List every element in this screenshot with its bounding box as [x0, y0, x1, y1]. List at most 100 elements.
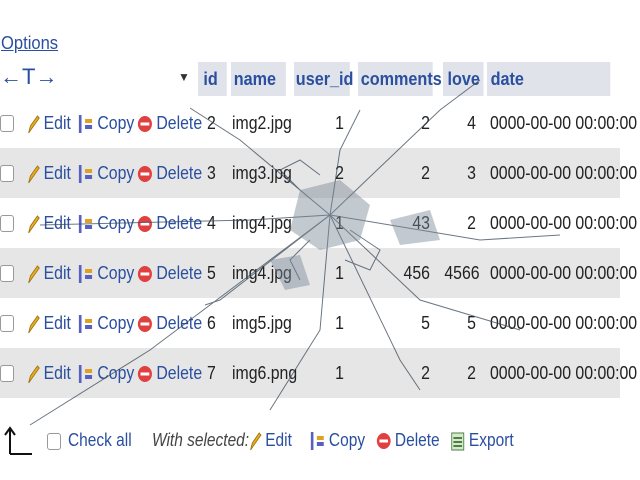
bulk-delete-button[interactable]: Delete [376, 420, 440, 460]
row-edit-label: Edit [43, 163, 71, 183]
check-all-checkbox[interactable] [47, 433, 61, 450]
cell-user-id: 1 [335, 113, 344, 133]
row-edit-label: Edit [43, 313, 71, 333]
pencil-icon [28, 165, 40, 184]
row-edit-button[interactable]: Edit [26, 198, 71, 248]
cell-name: img5.jpg [232, 313, 292, 333]
cell-love: 4 [467, 113, 476, 133]
check-all-link[interactable]: Check all [68, 430, 132, 450]
row-copy-button[interactable]: Copy [78, 348, 134, 398]
column-header-name[interactable]: name [231, 62, 286, 96]
arrow-up-left-icon [4, 426, 32, 455]
copy-icon [78, 165, 93, 184]
bulk-export-label: Export [468, 430, 514, 450]
with-selected-label: With selected: [152, 430, 250, 450]
row-edit-button[interactable]: Edit [26, 148, 71, 198]
cell-id: 3 [207, 163, 216, 183]
row-copy-button[interactable]: Copy [78, 198, 134, 248]
copy-icon [78, 215, 93, 234]
column-header-date[interactable]: date [487, 62, 611, 96]
column-header-id[interactable]: id [198, 62, 227, 96]
row-checkbox[interactable] [0, 265, 14, 282]
column-header-love[interactable]: love [443, 62, 484, 96]
row-copy-button[interactable]: Copy [78, 148, 134, 198]
bulk-export-button[interactable]: Export [450, 420, 514, 460]
cell-comments: 43 [412, 213, 430, 233]
table-row: Edit Copy Delete 2 img2.jpg 1 2 4 0000-00-00 00:… [0, 98, 637, 148]
row-edit-button[interactable]: Edit [26, 248, 71, 298]
sort-dropdown-icon[interactable]: ▼ [178, 70, 190, 84]
column-resize-arrows-icon[interactable]: ←T→ [0, 64, 58, 89]
column-header-user-id[interactable]: user_id [294, 62, 353, 96]
copy-icon [78, 115, 93, 134]
row-checkbox[interactable] [0, 215, 14, 232]
row-delete-button[interactable]: Delete [137, 248, 202, 298]
row-checkbox[interactable] [0, 315, 14, 332]
cell-id: 7 [207, 363, 216, 383]
row-delete-button[interactable]: Delete [137, 148, 202, 198]
cell-id: 5 [207, 263, 216, 283]
row-delete-button[interactable]: Delete [137, 298, 202, 348]
cell-date: 0000-00-00 00:00:00 [490, 363, 638, 383]
cell-love: 2 [467, 213, 476, 233]
bulk-copy-button[interactable]: Copy [310, 420, 365, 460]
cell-comments: 5 [421, 313, 430, 333]
export-icon [451, 432, 465, 451]
row-edit-button[interactable]: Edit [26, 348, 71, 398]
row-copy-label: Copy [97, 313, 135, 333]
row-delete-button[interactable]: Delete [137, 198, 202, 248]
cell-id: 4 [207, 213, 216, 233]
table-row: Edit Copy Delete 6 img5.jpg 1 5 5 0000-00-00 00:… [0, 298, 637, 348]
cell-love: 5 [467, 313, 476, 333]
row-copy-label: Copy [97, 213, 135, 233]
row-copy-button[interactable]: Copy [78, 98, 134, 148]
cell-date: 0000-00-00 00:00:00 [490, 213, 638, 233]
row-copy-button[interactable]: Copy [78, 298, 134, 348]
row-checkbox[interactable] [0, 365, 14, 382]
pencil-icon [28, 265, 40, 284]
bulk-delete-label: Delete [394, 430, 440, 450]
row-delete-label: Delete [156, 363, 203, 383]
cell-love: 3 [467, 163, 476, 183]
pencil-icon [28, 315, 40, 334]
cell-name: img4.jpg [232, 263, 292, 283]
cell-love: 2 [467, 363, 476, 383]
pencil-icon [28, 115, 40, 134]
cell-date: 0000-00-00 00:00:00 [490, 263, 638, 283]
cell-comments: 2 [421, 363, 430, 383]
row-edit-label: Edit [43, 113, 71, 133]
row-delete-button[interactable]: Delete [137, 348, 202, 398]
delete-icon [137, 366, 152, 383]
cell-name: img4.jpg [232, 213, 292, 233]
cell-comments: 456 [403, 263, 430, 283]
delete-icon [137, 166, 152, 183]
cell-user-id: 1 [335, 263, 344, 283]
table-row: Edit Copy Delete 4 img4.jpg 1 43 2 0000-00-00 00… [0, 198, 637, 248]
row-checkbox[interactable] [0, 165, 14, 182]
cell-comments: 2 [421, 113, 430, 133]
cell-name: img6.png [232, 363, 298, 383]
pencil-icon [28, 215, 40, 234]
row-edit-label: Edit [43, 363, 71, 383]
options-link[interactable]: Options [1, 33, 59, 53]
cell-date: 0000-00-00 00:00:00 [490, 163, 638, 183]
row-delete-label: Delete [156, 263, 203, 283]
row-checkbox[interactable] [0, 115, 14, 132]
row-delete-label: Delete [156, 213, 203, 233]
row-delete-label: Delete [156, 163, 203, 183]
cell-id: 6 [207, 313, 216, 333]
row-copy-label: Copy [97, 363, 135, 383]
row-delete-button[interactable]: Delete [137, 98, 202, 148]
row-edit-label: Edit [43, 263, 71, 283]
bulk-edit-button[interactable]: Edit [248, 420, 292, 460]
table-row: Edit Copy Delete 7 img6.png 1 2 2 0000-00-00 00:… [0, 348, 637, 398]
cell-date: 0000-00-00 00:00:00 [490, 313, 638, 333]
row-edit-button[interactable]: Edit [26, 98, 71, 148]
pencil-icon [28, 365, 40, 384]
table-row: Edit Copy Delete 3 img3.jpg 2 2 3 0000-00-00 00:… [0, 148, 637, 198]
column-header-comments[interactable]: comments [358, 62, 442, 96]
row-copy-button[interactable]: Copy [78, 248, 134, 298]
row-edit-button[interactable]: Edit [26, 298, 71, 348]
delete-icon [137, 316, 152, 333]
cell-user-id: 1 [335, 313, 344, 333]
